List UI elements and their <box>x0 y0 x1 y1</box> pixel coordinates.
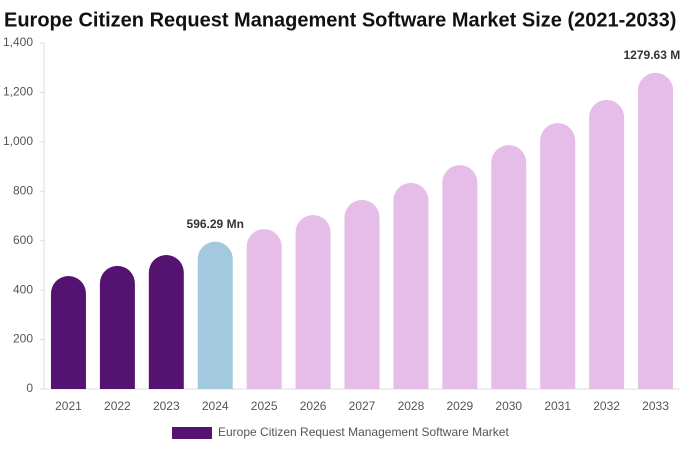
bar <box>99 265 135 389</box>
x-tick-label: 2031 <box>544 399 571 413</box>
x-tick-label: 2033 <box>642 399 669 413</box>
data-label: 596.29 Mn <box>187 217 244 231</box>
legend-swatch <box>172 427 212 439</box>
y-tick-label: 600 <box>13 233 33 247</box>
bar <box>589 99 625 389</box>
bar <box>344 199 380 389</box>
x-tick-label: 2023 <box>153 399 180 413</box>
data-label: 1279.63 Mn <box>624 48 680 62</box>
x-tick-label: 2029 <box>446 399 473 413</box>
bar <box>540 123 576 389</box>
y-tick-label: 1,000 <box>3 134 33 148</box>
bar <box>393 182 429 389</box>
y-tick-label: 200 <box>13 332 33 346</box>
y-tick-label: 0 <box>26 381 33 395</box>
legend-label: Europe Citizen Request Management Softwa… <box>218 425 509 439</box>
y-tick-label: 1,400 <box>3 35 33 49</box>
x-tick-label: 2026 <box>300 399 327 413</box>
x-tick-label: 2030 <box>495 399 522 413</box>
y-tick-label: 1,200 <box>3 85 33 99</box>
x-tick-label: 2032 <box>593 399 620 413</box>
chart-title: Europe Citizen Request Management Softwa… <box>4 9 676 31</box>
bar <box>148 255 184 389</box>
x-tick-label: 2028 <box>398 399 425 413</box>
x-tick-label: 2022 <box>104 399 131 413</box>
x-tick-label: 2025 <box>251 399 278 413</box>
y-tick-label: 800 <box>13 183 33 197</box>
bar <box>295 215 331 389</box>
bar <box>50 276 86 389</box>
y-tick-label: 400 <box>13 282 33 296</box>
bar <box>638 72 674 389</box>
x-tick-label: 2027 <box>349 399 376 413</box>
bar <box>197 241 233 389</box>
x-tick-label: 2024 <box>202 399 229 413</box>
bar <box>246 229 282 389</box>
x-tick-label: 2021 <box>55 399 82 413</box>
bar <box>442 165 478 389</box>
bar <box>491 145 527 389</box>
